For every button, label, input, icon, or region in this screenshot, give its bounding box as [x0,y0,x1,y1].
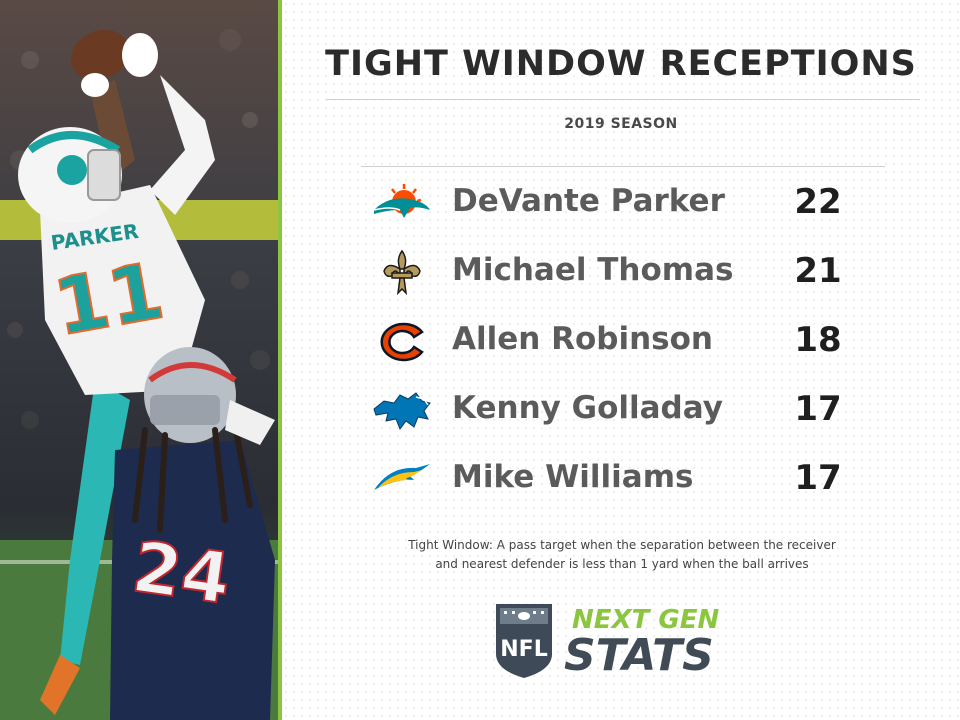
accent-divider [278,0,282,720]
chart-subtitle: 2019 SEASON [564,116,678,132]
jersey-number: 11 [48,246,171,353]
brand-line-2: STATS [564,630,714,680]
reception-count: 18 [794,320,842,360]
table-row: Mike Williams 17 [282,446,960,515]
player-name: Allen Robinson [452,321,714,357]
leaderboard-table: DeVante Parker 22 Michael Thomas 21 [282,170,960,515]
bears-logo-icon [370,318,434,366]
reception-count: 22 [794,182,842,222]
definition-footnote: Tight Window: A pass target when the sep… [342,536,902,574]
nfl-shield-text: NFL [500,637,547,662]
title-divider [326,99,920,100]
nfl-shield-icon: NFL [496,604,552,678]
table-row: DeVante Parker 22 [282,170,960,239]
reception-count: 21 [794,251,842,291]
table-row: Kenny Golladay 17 [282,377,960,446]
player-name: Michael Thomas [452,252,734,288]
chargers-logo-icon [370,456,434,504]
stats-card: TIGHT WINDOW RECEPTIONS 2019 SEASON DeVa… [282,0,960,720]
footnote-line-1: Tight Window: A pass target when the sep… [408,538,836,552]
footnote-line-2: and nearest defender is less than 1 yard… [435,557,809,571]
hero-photo: PARKER 11 24 [0,0,278,720]
lions-logo-icon [370,387,434,435]
subtitle-divider [361,166,885,167]
dolphins-logo-icon [370,180,434,228]
player-name: DeVante Parker [452,183,725,219]
player-name: Mike Williams [452,459,694,495]
brand-line-1: NEXT GEN [572,605,719,635]
player-name: Kenny Golladay [452,390,723,426]
table-row: Michael Thomas 21 [282,239,960,308]
reception-count: 17 [794,458,842,498]
chart-title: TIGHT WINDOW RECEPTIONS [325,44,917,84]
reception-count: 17 [794,389,842,429]
table-row: Allen Robinson 18 [282,308,960,377]
defender-number: 24 [128,526,236,621]
next-gen-stats-logo: NFL NEXT GEN STATS [490,598,760,680]
saints-logo-icon [370,249,434,297]
